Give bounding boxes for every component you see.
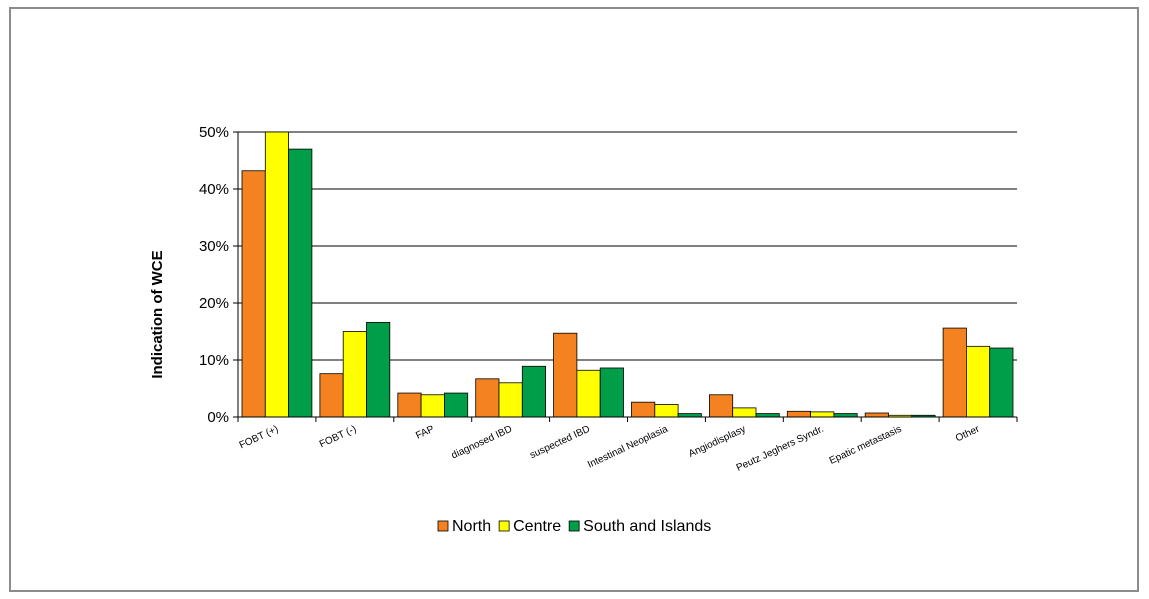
legend-label: Centre — [513, 518, 561, 535]
bar-centre — [654, 404, 679, 418]
bar-centre — [966, 345, 991, 418]
x-tick-label: Other — [954, 423, 982, 444]
axes — [237, 132, 1018, 422]
x-tick-label: Angiodisplasy — [687, 424, 748, 460]
bar-south-and-islands — [599, 367, 624, 418]
bar-centre — [264, 131, 289, 418]
bar-centre — [498, 382, 523, 418]
bar-north — [397, 392, 422, 418]
legend-label: South and Islands — [583, 518, 711, 535]
y-tick-label: 10% — [199, 352, 229, 369]
y-axis-ticks: 0% 10% 20% 30% 40% 50% — [199, 124, 238, 426]
legend-swatch — [498, 520, 510, 532]
legend-label: North — [452, 518, 491, 535]
x-tick-label: suspected IBD — [528, 424, 592, 461]
x-tick-label: Epatic metastasis — [828, 424, 904, 467]
y-axis-title: Indication of WCE — [149, 250, 166, 378]
legend-swatch — [437, 520, 449, 532]
y-tick-label: 40% — [199, 181, 229, 198]
x-tick-label: Peutz Jeghers Syndr. — [735, 424, 826, 474]
chart-frame — [9, 7, 1139, 592]
y-tick-label: 20% — [199, 295, 229, 312]
x-tick-label: FAP — [414, 424, 436, 442]
bar-centre — [420, 394, 445, 418]
bar-north — [241, 170, 266, 418]
bar-centre — [576, 369, 601, 418]
bar-north — [475, 378, 500, 418]
bar-south-and-islands — [755, 413, 780, 418]
bar-centre — [810, 411, 835, 418]
x-tick-label: FOBT (+) — [238, 424, 281, 452]
gridlines — [238, 131, 1017, 361]
bar-north — [864, 412, 889, 418]
bar-north — [942, 327, 967, 418]
bar-north — [786, 410, 811, 418]
bar-south-and-islands — [443, 392, 469, 418]
x-tick-label: FOBT (-) — [318, 424, 358, 451]
x-axis-labels: FOBT (+) FOBT (-) FAP diagnosed IBD suspecte… — [238, 423, 982, 473]
y-tick-label: 30% — [199, 238, 229, 255]
x-tick-label: diagnosed IBD — [450, 424, 514, 462]
bar-north — [631, 401, 656, 418]
legend: North Centre South and Islands — [437, 518, 711, 535]
x-tick-label: Intestinal Neoplasia — [586, 424, 670, 471]
bar-south-and-islands — [366, 321, 391, 418]
bar-centre — [342, 331, 367, 418]
bar-south-and-islands — [833, 413, 858, 418]
bar-north — [553, 332, 578, 418]
y-tick-label: 50% — [199, 124, 229, 141]
bar-centre — [732, 407, 757, 418]
bar-south-and-islands — [677, 413, 702, 418]
bars — [241, 131, 1014, 418]
bar-south-and-islands — [989, 347, 1014, 418]
bar-north — [319, 373, 344, 418]
bar-south-and-islands — [288, 148, 313, 418]
bar-south-and-islands — [521, 365, 546, 418]
y-tick-label: 0% — [207, 409, 229, 426]
legend-swatch — [568, 520, 580, 532]
bar-north — [709, 394, 734, 418]
